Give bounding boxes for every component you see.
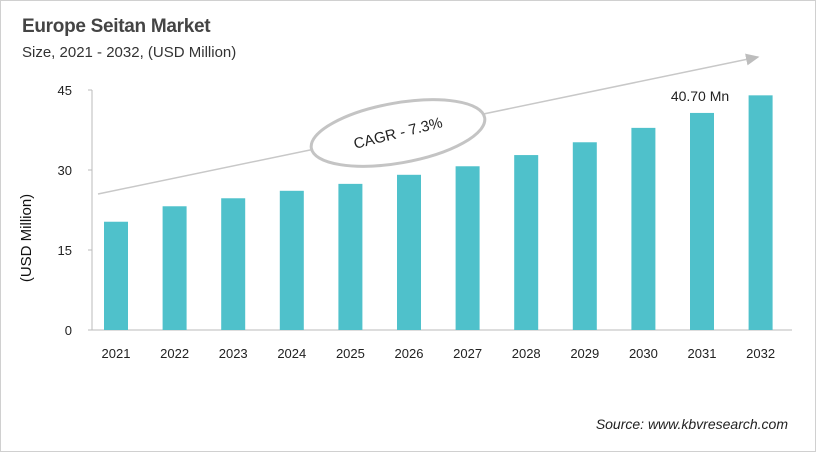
y-tick-label: 15 bbox=[58, 243, 72, 258]
value-label-2031: 40.70 Mn bbox=[671, 88, 729, 104]
bar-2026 bbox=[397, 174, 421, 330]
bar-2031 bbox=[690, 112, 714, 330]
bar-2024 bbox=[279, 190, 304, 330]
chart-title: Europe Seitan Market bbox=[22, 16, 211, 37]
x-tick-label: 2028 bbox=[512, 346, 541, 361]
bar-2030 bbox=[631, 127, 656, 330]
bar-2025 bbox=[338, 183, 363, 330]
bar-2022 bbox=[162, 206, 187, 330]
y-tick-label: 30 bbox=[58, 163, 72, 178]
y-tick-label: 0 bbox=[65, 323, 72, 338]
x-tick-label: 2022 bbox=[160, 346, 189, 361]
x-tick-label: 2032 bbox=[746, 346, 775, 361]
x-tick-label: 2030 bbox=[629, 346, 658, 361]
chart-subtitle: Size, 2021 - 2032, (USD Million) bbox=[22, 44, 237, 61]
cagr-ellipse bbox=[309, 98, 487, 168]
x-tick-label: 2027 bbox=[453, 346, 482, 361]
x-tick-label: 2026 bbox=[395, 346, 424, 361]
bar-2023 bbox=[221, 198, 246, 330]
y-axis-label: (USD Million) bbox=[18, 194, 35, 282]
bar-2027 bbox=[455, 166, 480, 330]
bar-2032 bbox=[748, 95, 773, 330]
x-tick-label: 2031 bbox=[688, 346, 717, 361]
x-tick-label: 2025 bbox=[336, 346, 365, 361]
x-tick-label: 2029 bbox=[570, 346, 599, 361]
x-tick-label: 2023 bbox=[219, 346, 248, 361]
y-tick-label: 45 bbox=[58, 83, 72, 98]
x-tick-label: 2024 bbox=[277, 346, 306, 361]
bar-2028 bbox=[514, 155, 539, 330]
bar-2021 bbox=[104, 221, 128, 330]
bar-2029 bbox=[572, 142, 597, 330]
x-tick-label: 2021 bbox=[102, 346, 131, 361]
source-note: Source: www.kbvresearch.com bbox=[595, 416, 788, 432]
